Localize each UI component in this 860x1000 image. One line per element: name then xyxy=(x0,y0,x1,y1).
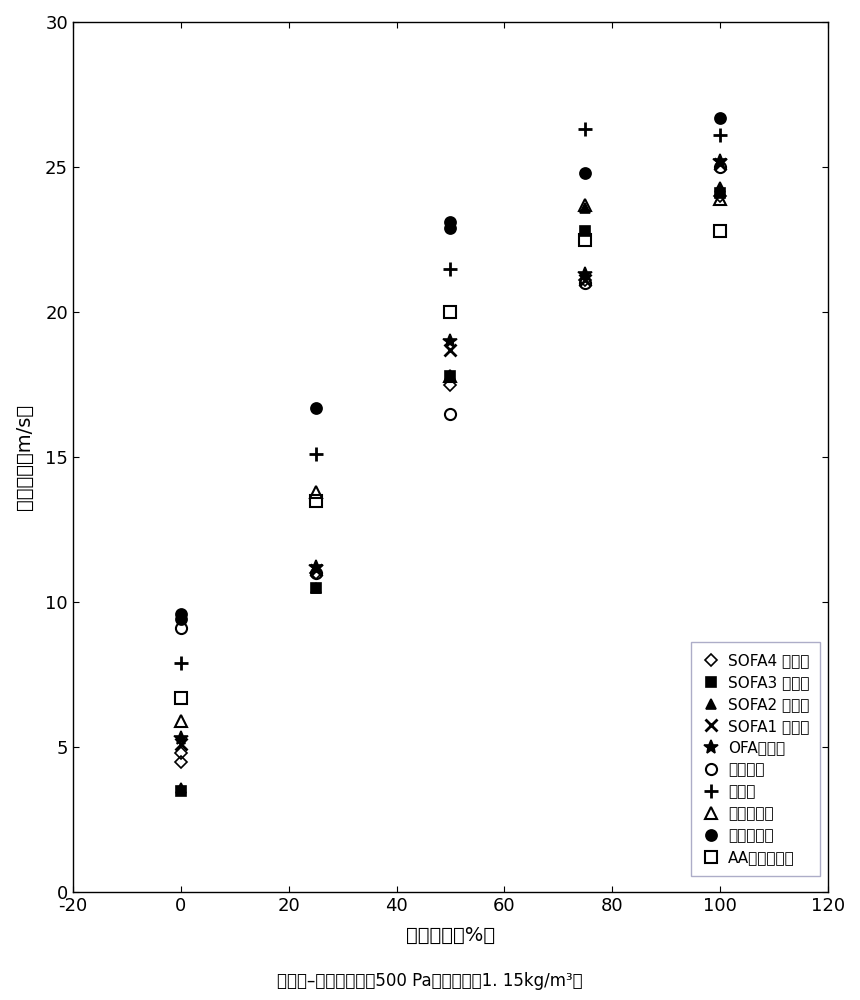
X-axis label: 风门开度（%）: 风门开度（%） xyxy=(406,926,495,945)
Legend: SOFA4 二次风, SOFA3 二次风, SOFA2 二次风, SOFA1 二次风, OFA二次风, 层二次风, 周界风, 油枪二次风, 贴壁二次风, AA底: SOFA4 二次风, SOFA3 二次风, SOFA2 二次风, SOFA1 二… xyxy=(691,642,820,876)
Text: （风笱–炉膛出口差压500 Pa，气体密度1. 15kg/m³）: （风笱–炉膛出口差压500 Pa，气体密度1. 15kg/m³） xyxy=(277,972,583,990)
Y-axis label: 嘴口风速（m/s）: 嘴口风速（m/s） xyxy=(15,404,34,510)
